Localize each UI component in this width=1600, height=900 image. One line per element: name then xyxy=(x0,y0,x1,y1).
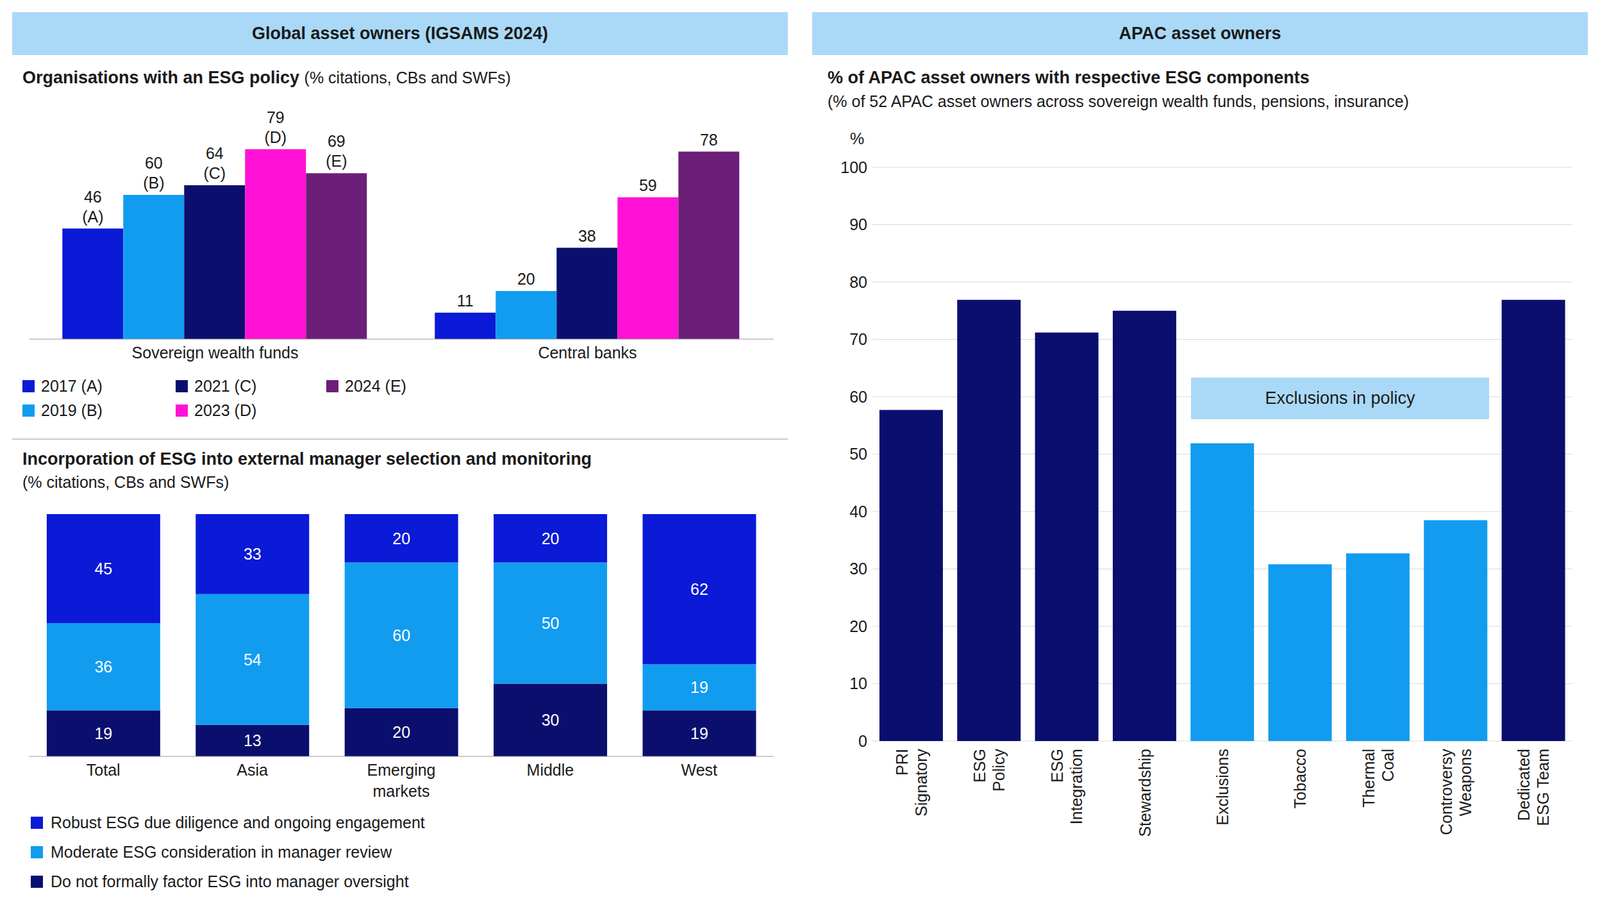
svg-text:46: 46 xyxy=(83,187,102,206)
html-text:APAC asset owners: APAC asset owners xyxy=(1118,23,1282,43)
svg-text:10: 10 xyxy=(849,674,868,693)
svg-text:Sovereign wealth funds: Sovereign wealth funds xyxy=(132,343,299,362)
svg-text:60: 60 xyxy=(392,626,411,645)
svg-text:70: 70 xyxy=(849,330,868,349)
svg-text:90: 90 xyxy=(849,215,868,234)
html-text:(% citations, CBs and SWFs): (% citations, CBs and SWFs) xyxy=(22,473,230,492)
svg-text:40: 40 xyxy=(849,502,868,521)
svg-text:50: 50 xyxy=(849,444,868,463)
svg-text:19: 19 xyxy=(690,678,709,697)
svg-text:(C): (C) xyxy=(203,164,226,183)
html-text:2017 (A): 2017 (A) xyxy=(41,376,103,395)
html-text:2023 (D): 2023 (D) xyxy=(194,400,257,419)
svg-text:45: 45 xyxy=(94,559,113,578)
html-text:Global asset owners (IGSAMS 20: Global asset owners (IGSAMS 2024) xyxy=(251,23,549,43)
html-text:Organisations with an ESG poli: Organisations with an ESG policy (% cita… xyxy=(22,67,511,88)
svg-text:markets: markets xyxy=(373,782,431,800)
svg-text:69: 69 xyxy=(327,132,346,150)
svg-text:Central banks: Central banks xyxy=(537,343,637,362)
svg-text:30: 30 xyxy=(849,559,868,578)
svg-text:PRISignatory: PRISignatory xyxy=(892,748,931,817)
svg-text:Total: Total xyxy=(86,760,121,779)
svg-text:64: 64 xyxy=(205,144,224,163)
svg-text:80: 80 xyxy=(849,273,868,292)
html-text:Do not formally factor ESG int: Do not formally factor ESG into manager … xyxy=(50,872,409,891)
svg-text:11: 11 xyxy=(457,291,474,310)
svg-text:Asia: Asia xyxy=(236,760,268,779)
svg-text:54: 54 xyxy=(243,650,262,669)
svg-text:ESGIntegration: ESGIntegration xyxy=(1048,748,1086,825)
svg-text:62: 62 xyxy=(690,580,709,599)
svg-text:20: 20 xyxy=(541,529,560,548)
svg-text:(D): (D) xyxy=(264,128,287,147)
svg-text:Tobacco: Tobacco xyxy=(1291,748,1309,809)
html-text:Incorporation of ESG into exte: Incorporation of ESG into external manag… xyxy=(22,449,592,469)
html-text:Moderate ESG consideration in: Moderate ESG consideration in manager re… xyxy=(50,842,392,861)
svg-text:20: 20 xyxy=(517,269,536,288)
svg-text:100: 100 xyxy=(840,158,868,177)
svg-text:Emerging: Emerging xyxy=(367,760,436,779)
html-text:% of APAC asset owners with re: % of APAC asset owners with respective E… xyxy=(827,67,1310,88)
svg-text:Exclusions: Exclusions xyxy=(1213,748,1232,826)
svg-text:(B): (B) xyxy=(142,173,165,192)
svg-text:20: 20 xyxy=(392,723,411,742)
svg-text:59: 59 xyxy=(639,176,658,195)
svg-text:20: 20 xyxy=(392,529,411,548)
svg-text:ControversyWeapons: ControversyWeapons xyxy=(1437,748,1475,836)
svg-text:19: 19 xyxy=(94,724,113,743)
svg-text:38: 38 xyxy=(578,226,597,245)
svg-text:0: 0 xyxy=(858,732,868,750)
html-text:2019 (B): 2019 (B) xyxy=(41,400,103,419)
svg-text:79: 79 xyxy=(266,108,285,127)
svg-text:60: 60 xyxy=(849,387,868,406)
svg-text:Middle: Middle xyxy=(526,760,575,779)
svg-text:ESGPolicy: ESGPolicy xyxy=(970,748,1008,792)
svg-text:DedicatedESG Team: DedicatedESG Team xyxy=(1514,748,1552,826)
svg-text:19: 19 xyxy=(690,724,709,743)
svg-text:(E): (E) xyxy=(325,151,347,170)
html-text:Exclusions in policy: Exclusions in policy xyxy=(1265,388,1416,408)
svg-text:30: 30 xyxy=(541,710,560,729)
svg-text:78: 78 xyxy=(700,130,718,149)
svg-text:36: 36 xyxy=(94,657,113,676)
svg-text:60: 60 xyxy=(144,153,163,172)
svg-text:33: 33 xyxy=(243,544,262,563)
svg-text:13: 13 xyxy=(243,731,262,750)
svg-text:West: West xyxy=(681,760,718,779)
svg-text:50: 50 xyxy=(541,614,560,633)
html-text:Robust ESG due diligence and o: Robust ESG due diligence and ongoing eng… xyxy=(50,813,425,832)
svg-text:Stewardship: Stewardship xyxy=(1135,748,1154,838)
svg-text:(A): (A) xyxy=(82,207,104,226)
html-text:2024 (E): 2024 (E) xyxy=(344,376,407,395)
html-text:2021 (C): 2021 (C) xyxy=(194,376,257,395)
svg-text:20: 20 xyxy=(849,617,868,636)
svg-text:ThermalCoal: ThermalCoal xyxy=(1359,748,1397,808)
html-text:(% of 52 APAC asset owners acr: (% of 52 APAC asset owners across sovere… xyxy=(827,92,1409,111)
